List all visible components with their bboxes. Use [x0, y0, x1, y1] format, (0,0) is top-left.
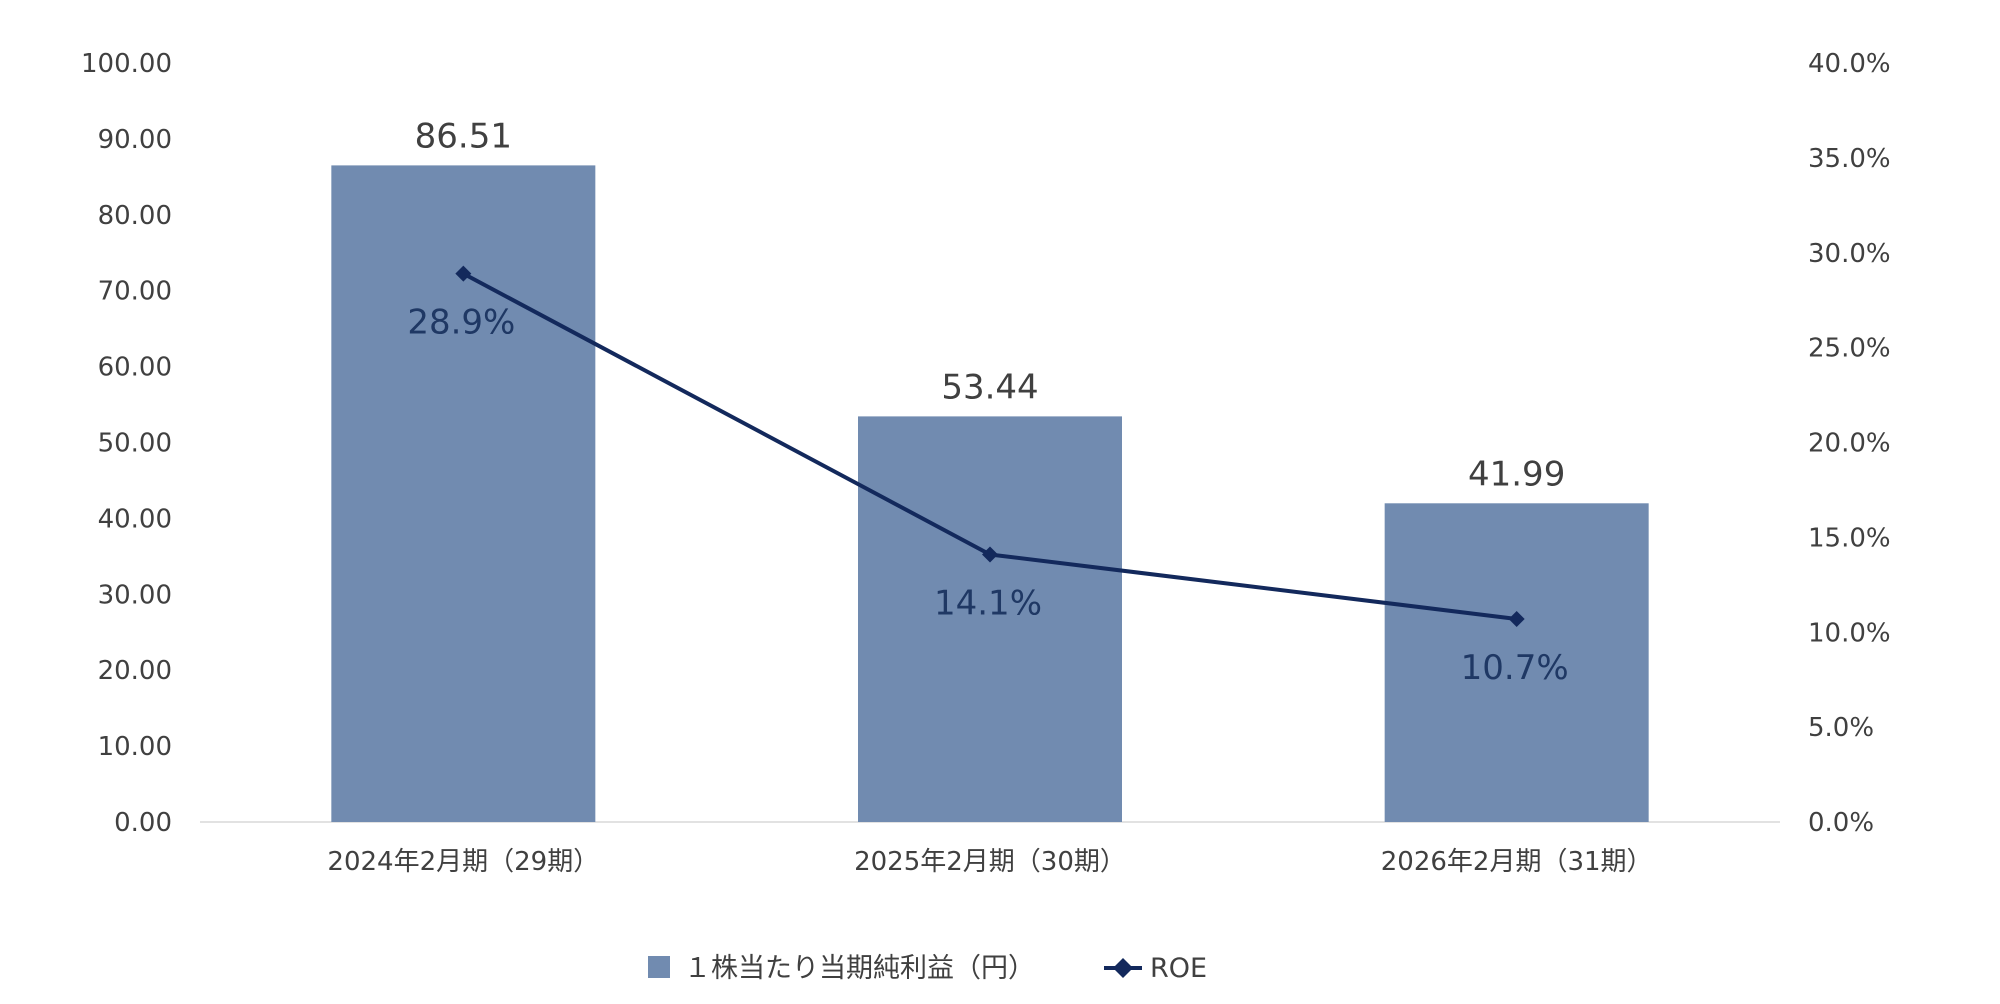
left-axis-tick-label: 100.00 [81, 49, 172, 79]
roe-data-labels: 28.9% 14.1% 10.7% [407, 303, 1568, 688]
right-axis-tick-label: 15.0% [1808, 523, 1891, 553]
left-axis-tick-label: 0.00 [114, 808, 172, 838]
legend-line-label: ROE [1150, 953, 1207, 984]
right-axis-tick-label: 5.0% [1808, 713, 1874, 743]
eps-bar-value-label: 53.44 [941, 367, 1038, 407]
eps-bar [1384, 503, 1649, 822]
legend-bar-label: １株当たり当期純利益（円） [684, 953, 1035, 984]
roe-line-series [455, 265, 1525, 627]
right-axis-ticks: 0.0% 5.0% 10.0% 15.0% 20.0% 25.0% 30.0% 35.0% 40… [1808, 49, 1891, 838]
left-axis-tick-label: 10.00 [98, 732, 172, 762]
roe-diamond-marker [1508, 610, 1525, 627]
left-axis-tick-label: 50.00 [98, 429, 172, 459]
eps-bar-value-label: 41.99 [1468, 454, 1565, 494]
roe-value-label: 28.9% [407, 303, 515, 343]
category-label: 2024年2月期（29期） [327, 847, 599, 877]
left-axis-tick-label: 30.00 [98, 580, 172, 610]
roe-value-label: 14.1% [934, 583, 1042, 623]
left-axis-tick-label: 20.00 [98, 656, 172, 686]
right-axis-tick-label: 10.0% [1808, 618, 1891, 648]
legend: １株当たり当期純利益（円） ROE [648, 953, 1207, 984]
bar-data-labels: 86.51 53.44 41.99 [415, 116, 1566, 494]
legend-bar-swatch [648, 956, 670, 978]
left-axis-ticks: 0.00 10.00 20.00 30.00 40.00 50.00 60.00 70.00 8… [81, 49, 172, 838]
left-axis-tick-label: 80.00 [98, 201, 172, 231]
right-axis-tick-label: 30.0% [1808, 239, 1891, 269]
legend-diamond-marker [1113, 958, 1133, 978]
right-axis-tick-label: 40.0% [1808, 49, 1891, 79]
roe-value-label: 10.7% [1461, 648, 1569, 688]
left-axis-tick-label: 90.00 [98, 125, 172, 155]
right-axis-tick-label: 25.0% [1808, 334, 1891, 364]
right-axis-tick-label: 35.0% [1808, 144, 1891, 174]
eps-bar [858, 416, 1122, 822]
bar-series [331, 165, 1649, 822]
eps-bar [331, 165, 596, 822]
right-axis-tick-label: 0.0% [1808, 808, 1874, 838]
right-axis-tick-label: 20.0% [1808, 429, 1891, 459]
left-axis-tick-label: 60.00 [98, 353, 172, 383]
eps-bar-value-label: 86.51 [415, 116, 512, 156]
roe-diamond-marker [982, 546, 998, 563]
left-axis-tick-label: 40.00 [98, 504, 172, 534]
roe-diamond-marker [455, 265, 472, 282]
category-label: 2026年2月期（31期） [1381, 847, 1653, 877]
left-axis-tick-label: 70.00 [98, 277, 172, 307]
category-label: 2025年2月期（30期） [854, 847, 1126, 877]
category-labels: 2024年2月期（29期） 2025年2月期（30期） 2026年2月期（31期） [327, 847, 1652, 877]
